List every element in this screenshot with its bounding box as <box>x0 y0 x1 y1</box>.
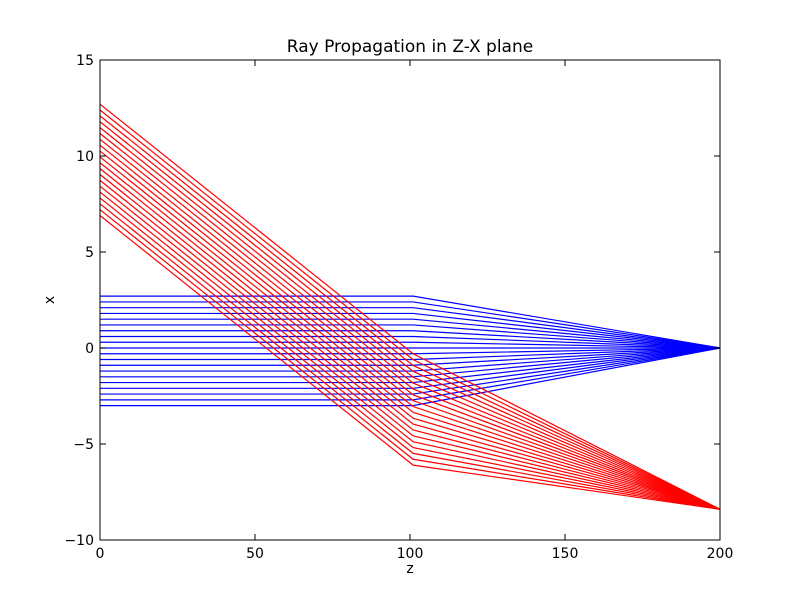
ray-line <box>99 133 721 510</box>
x-tick-label: 150 <box>552 546 579 562</box>
x-axis-ticks: 0 50 100 150 200 <box>96 60 734 562</box>
chart-title: Ray Propagation in Z-X plane <box>287 37 533 57</box>
ray-line <box>99 185 721 510</box>
ray-line <box>99 179 721 510</box>
y-tick-label: 0 <box>85 341 94 357</box>
ray-line <box>99 127 721 510</box>
ray-line <box>100 301 721 349</box>
ray-line <box>99 174 721 510</box>
ray-line <box>100 318 721 349</box>
ray-lines <box>99 103 721 510</box>
ray-line <box>99 103 721 510</box>
ray-line <box>99 191 721 510</box>
ray-line <box>99 150 721 510</box>
x-tick-label: 50 <box>246 546 264 562</box>
ray-line <box>100 330 721 349</box>
ray-line <box>99 121 721 510</box>
y-axis-label: x <box>42 296 58 304</box>
ray-line <box>99 162 721 510</box>
ray-line <box>100 324 721 349</box>
ray-line <box>99 197 721 510</box>
ray-line <box>100 341 721 349</box>
ray-line <box>100 312 721 349</box>
y-tick-label: 10 <box>76 149 94 165</box>
y-tick-label: −10 <box>64 533 94 549</box>
ray-line <box>99 156 721 510</box>
x-axis-label: z <box>406 561 413 577</box>
ray-line <box>100 307 721 349</box>
y-tick-label: 15 <box>76 53 94 69</box>
x-tick-label: 100 <box>397 546 424 562</box>
ray-line <box>100 347 721 407</box>
y-tick-label: 5 <box>85 245 94 261</box>
ray-line <box>99 138 721 510</box>
ray-line <box>99 209 721 510</box>
ray-line <box>99 168 721 510</box>
x-tick-label: 0 <box>96 546 105 562</box>
ray-line <box>100 347 721 401</box>
ray-line <box>99 115 721 510</box>
ray-line <box>100 295 721 349</box>
ray-line <box>99 109 721 510</box>
ray-line <box>100 335 721 349</box>
ray-line <box>99 203 721 510</box>
x-tick-label: 200 <box>707 546 734 562</box>
y-tick-label: −5 <box>73 437 94 453</box>
ray-line <box>99 144 721 510</box>
y-axis-ticks: −10 −5 0 5 10 15 <box>64 53 720 549</box>
ray-line <box>99 215 721 510</box>
